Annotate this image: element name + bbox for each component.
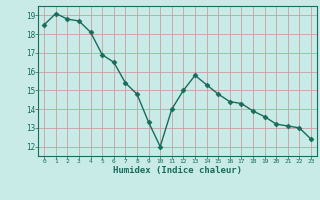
X-axis label: Humidex (Indice chaleur): Humidex (Indice chaleur) [113,166,242,175]
